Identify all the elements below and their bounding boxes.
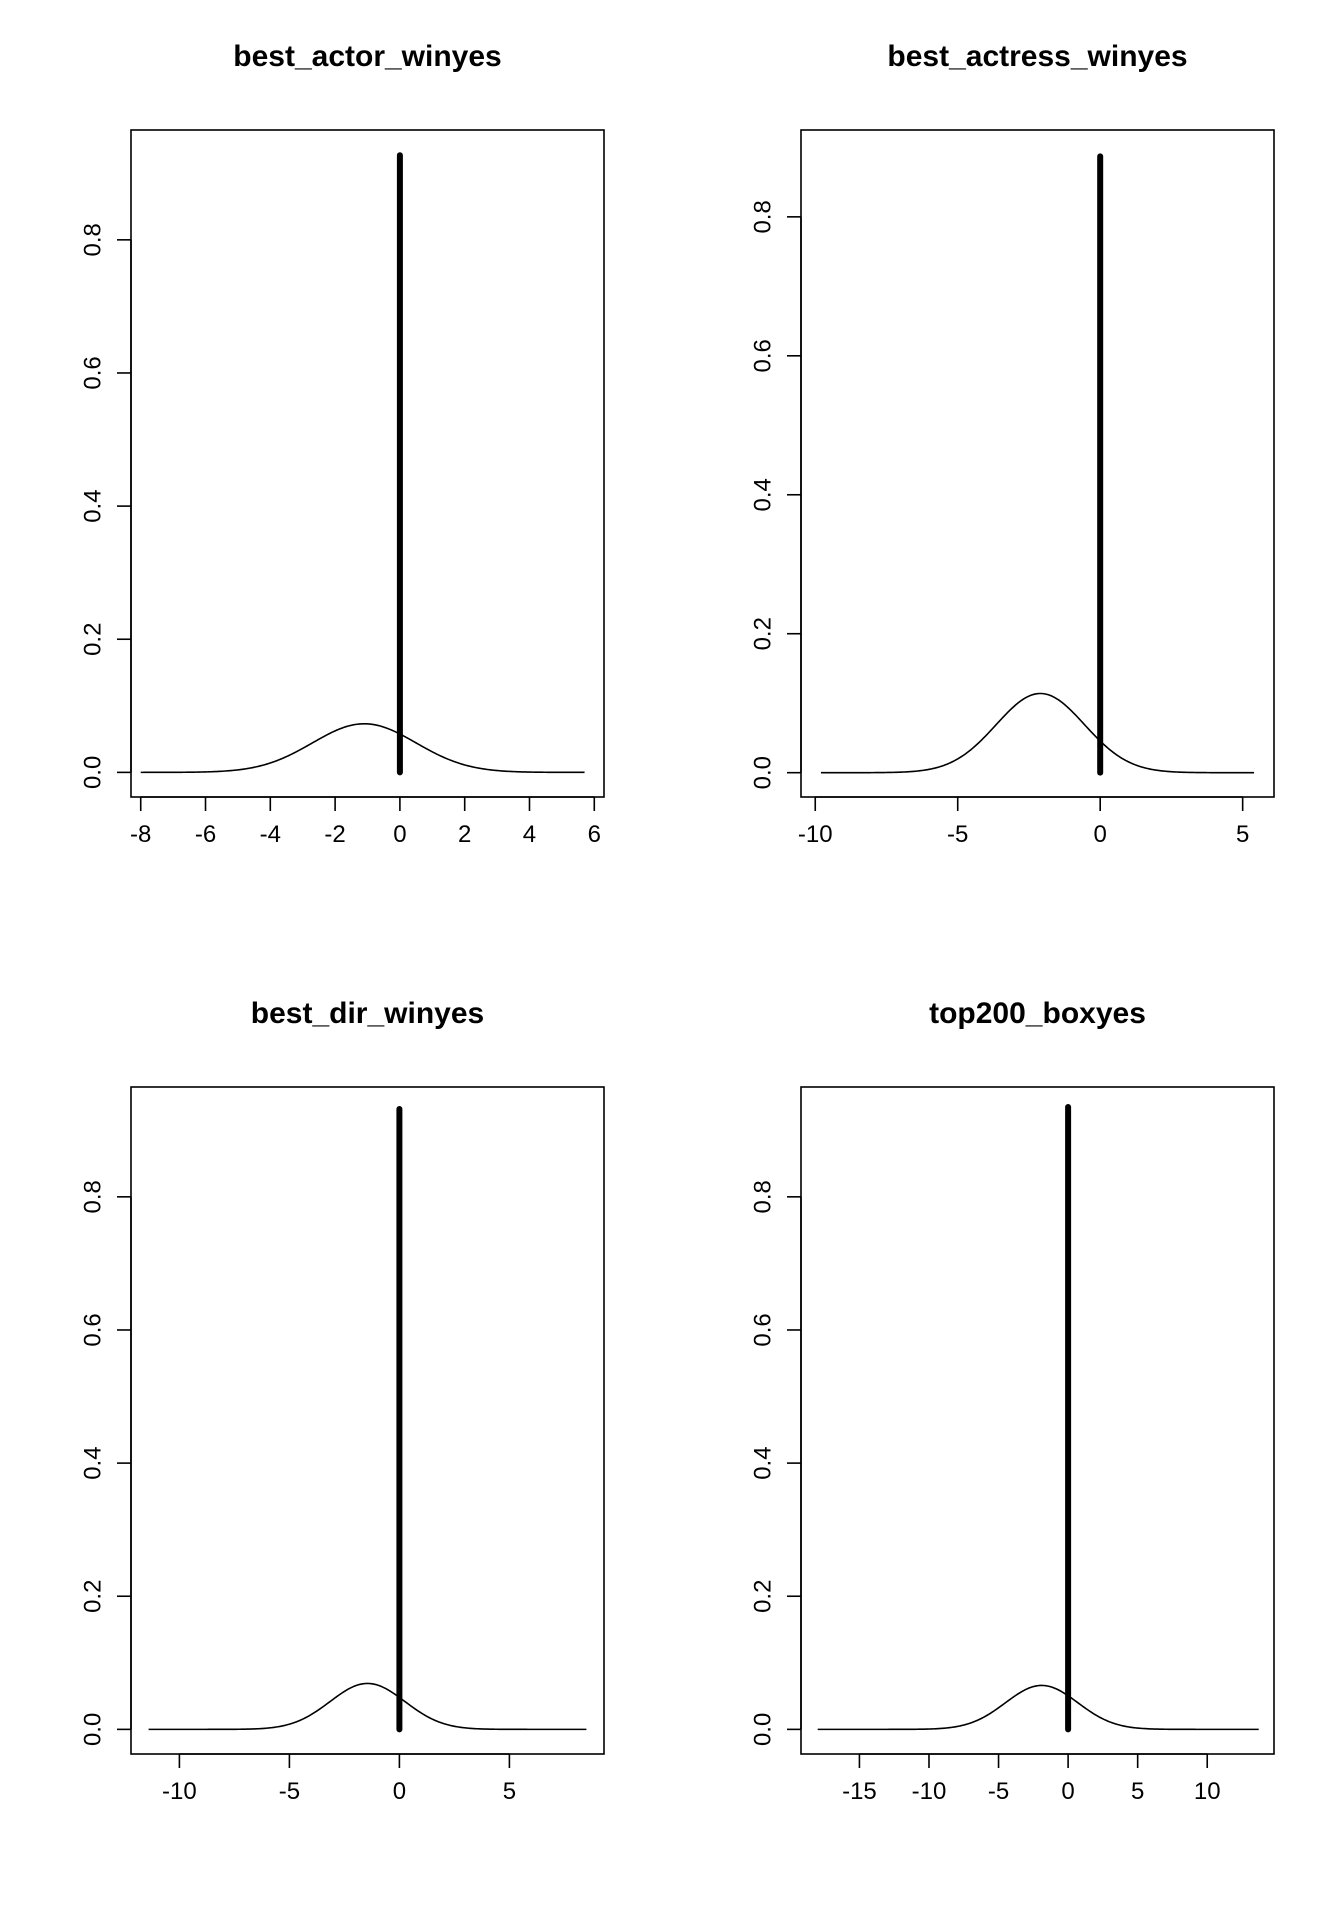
density-curve (817, 1684, 1259, 1731)
y-tick-label: 0.4 (80, 489, 107, 522)
y-tick-label: 0.4 (750, 478, 777, 511)
y-tick-label: 0.2 (80, 623, 107, 656)
x-tick-label: -10 (798, 821, 833, 848)
x-tick-label: 6 (588, 821, 601, 848)
x-tick-label: 2 (458, 821, 471, 848)
plot-frame (800, 1086, 1275, 1755)
x-tick-label: 0 (1094, 821, 1107, 848)
chart-panel-4: top200_boxyes -15 -10 -5 0 5 10 0.0 0.2 0.4 0.6 0.8 (750, 997, 1275, 1805)
y-tick-label: 0.6 (750, 1313, 777, 1346)
x-tick-label: 0 (393, 1778, 406, 1805)
y-tick-label: 0.8 (80, 223, 107, 256)
x-tick-label: -4 (260, 821, 281, 848)
x-tick-label: -5 (988, 1778, 1009, 1805)
plot-frame (130, 129, 605, 798)
y-tick-label: 0.4 (750, 1446, 777, 1479)
density-curve (148, 1682, 587, 1731)
x-tick-label: -8 (130, 821, 151, 848)
y-tick-label: 0.6 (750, 339, 777, 372)
x-tick-label: 5 (503, 1778, 516, 1805)
y-tick-label: 0.2 (750, 617, 777, 650)
y-tick-label: 0.8 (750, 1180, 777, 1213)
density-curve (820, 692, 1255, 774)
x-tick-label: 4 (523, 821, 536, 848)
x-tick-label: -5 (947, 821, 968, 848)
y-tick-label: 0.4 (80, 1446, 107, 1479)
x-tick-label: -6 (195, 821, 216, 848)
x-tick-label: 5 (1236, 821, 1249, 848)
y-tick-label: 0.6 (80, 356, 107, 389)
y-tick-label: 0.8 (80, 1180, 107, 1213)
x-tick-label: 10 (1194, 1778, 1221, 1805)
x-tick-label: -10 (162, 1778, 197, 1805)
y-tick-label: 0.0 (80, 1713, 107, 1746)
chart-panel-2: best_actress_winyes -10 -5 0 5 0.0 0.2 0.4 0.6 0.… (750, 40, 1275, 848)
y-tick-label: 0.0 (750, 756, 777, 789)
chart-panel-3: best_dir_winyes -10 -5 0 5 0.0 0.2 0.4 0.6 0.8 (80, 997, 605, 1805)
y-tick-label: 0.2 (750, 1580, 777, 1613)
plot-frame (800, 129, 1275, 798)
chart-panel-1: best_actor_winyes -8 -6 -4 -2 0 2 4 6 0.0 0.2 0.4 0.… (80, 40, 605, 848)
x-tick-label: 0 (1061, 1778, 1074, 1805)
plot-frame (130, 1086, 605, 1755)
chart-title: best_dir_winyes (251, 997, 484, 1030)
y-tick-label: 0.2 (80, 1580, 107, 1613)
x-tick-label: -5 (279, 1778, 300, 1805)
chart-title: best_actress_winyes (887, 40, 1187, 73)
x-tick-label: 5 (1131, 1778, 1144, 1805)
x-tick-label: -2 (324, 821, 345, 848)
density-curve (140, 722, 585, 774)
x-tick-label: 0 (393, 821, 406, 848)
chart-title: top200_boxyes (929, 997, 1146, 1030)
chart-title: best_actor_winyes (233, 40, 501, 73)
y-tick-label: 0.6 (80, 1313, 107, 1346)
x-tick-label: -10 (912, 1778, 947, 1805)
y-tick-label: 0.0 (750, 1713, 777, 1746)
y-tick-label: 0.0 (80, 756, 107, 789)
y-tick-label: 0.8 (750, 200, 777, 233)
x-tick-label: -15 (842, 1778, 877, 1805)
